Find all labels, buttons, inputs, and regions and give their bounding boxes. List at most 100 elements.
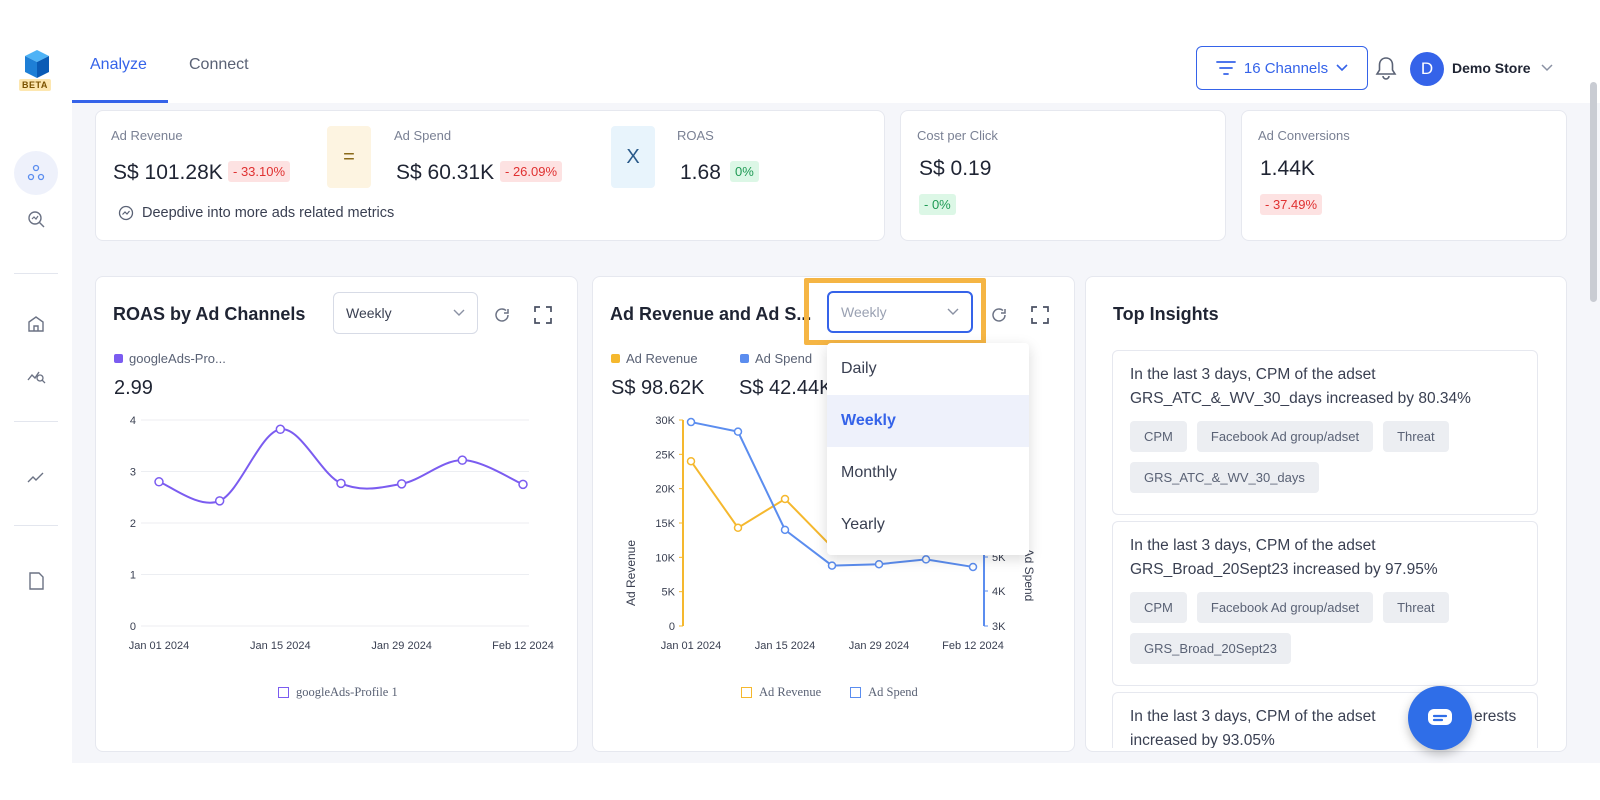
legend-swatch xyxy=(741,687,752,698)
ad-revenue-total: S$ 98.62K xyxy=(611,377,705,399)
roas-legend-label: googleAds-Pro... xyxy=(129,351,226,366)
tag[interactable]: Threat xyxy=(1383,421,1449,452)
y2-tick-label: 4K xyxy=(992,586,1006,598)
insight-card[interactable]: In the last 3 days, CPM of the adset GRS… xyxy=(1112,350,1538,515)
x-tick-label: Jan 15 2024 xyxy=(755,640,816,652)
sidebar-item-overview[interactable] xyxy=(14,151,58,195)
y-tick-label: 25K xyxy=(655,449,675,461)
data-point xyxy=(686,417,696,427)
dropdown-option-yearly[interactable]: Yearly xyxy=(841,516,885,533)
channels-filter-button[interactable]: 16 Channels xyxy=(1196,46,1368,90)
y2-axis-label: Ad Spend xyxy=(1022,549,1036,602)
roas-chart-title: ROAS by Ad Channels xyxy=(113,304,306,324)
y-tick-label: 30K xyxy=(655,415,675,427)
insight-card[interactable]: In the last 3 days, CPM of the adset ere… xyxy=(1112,692,1538,748)
legend-label: Ad Spend xyxy=(755,351,813,366)
roas-chart-card: ROAS by Ad Channels Weekly googleAds-Pro… xyxy=(95,276,578,752)
y-tick-label: 0 xyxy=(130,621,136,633)
tag[interactable]: CPM xyxy=(1130,421,1187,452)
legend-item-ad-spend: Ad Spend xyxy=(740,351,812,366)
y-axis-label: Ad Revenue xyxy=(624,540,638,606)
roas-period-value: Weekly xyxy=(346,305,392,321)
avatar[interactable]: D xyxy=(1410,52,1444,86)
tag[interactable]: Facebook Ad group/adset xyxy=(1196,592,1374,623)
tab-connect[interactable]: Connect xyxy=(189,56,249,73)
store-name[interactable]: Demo Store xyxy=(1452,60,1531,76)
app-logo[interactable] xyxy=(22,48,52,90)
roas-bottom-legend-label: googleAds-Profile 1 xyxy=(296,685,398,699)
equals-symbol: = xyxy=(327,126,371,188)
insights-title: Top Insights xyxy=(1113,304,1219,324)
revenue-line-chart: 0 5K 10K 15K 20K 25K 30K 3K 4K 5K Ad Revenue Ad Spe… xyxy=(624,415,1036,652)
tag[interactable]: Facebook Ad group/adset xyxy=(1196,421,1374,452)
revenue-bottom-legend[interactable]: Ad Revenue Ad Spend xyxy=(741,685,918,700)
x-tick-label: Jan 29 2024 xyxy=(371,640,432,652)
insight-tags: CPM Facebook Ad group/adset Threat GRS_A… xyxy=(1130,421,1520,493)
ad-revenue-value: S$ 101.28K xyxy=(113,161,223,184)
expand-icon[interactable] xyxy=(1030,305,1050,325)
data-point xyxy=(396,479,407,489)
y2-tick-label: 5K xyxy=(992,552,1006,564)
line-chart-icon xyxy=(27,472,44,483)
ads-kpi-card: Ad Revenue S$ 101.28K - 33.10% = Ad Spen… xyxy=(95,110,885,241)
conversions-value: 1.44K xyxy=(1260,157,1315,180)
y-tick-label: 20K xyxy=(655,484,675,496)
cpc-label: Cost per Click xyxy=(917,128,998,143)
legend-swatch xyxy=(850,687,862,698)
sidebar-item-explore[interactable] xyxy=(24,207,48,231)
roas-period-select[interactable]: Weekly xyxy=(333,292,478,334)
insight-card[interactable]: In the last 3 days, CPM of the adset GRS… xyxy=(1112,521,1538,686)
data-point xyxy=(214,496,225,506)
roas-bottom-legend[interactable]: googleAds-Profile 1 xyxy=(278,685,398,700)
tag[interactable]: CPM xyxy=(1130,592,1187,623)
tag[interactable]: Threat xyxy=(1383,592,1449,623)
sidebar-item-trends[interactable] xyxy=(24,363,48,387)
dropdown-option-daily[interactable]: Daily xyxy=(841,360,877,377)
chevron-down-icon xyxy=(1336,64,1348,72)
dropdown-option-weekly[interactable]: Weekly xyxy=(827,395,1029,447)
expand-icon[interactable] xyxy=(533,305,553,325)
y-tick-label: 0 xyxy=(669,621,675,633)
cpc-card: Cost per Click S$ 0.19 - 0% xyxy=(900,110,1226,241)
y-tick-label: 15K xyxy=(655,518,675,530)
tab-analyze[interactable]: Analyze xyxy=(90,56,147,73)
x-tick-label: Jan 01 2024 xyxy=(661,640,722,652)
dropdown-option-monthly[interactable]: Monthly xyxy=(841,464,898,481)
channels-label: 16 Channels xyxy=(1243,59,1329,77)
roas-line-chart: 0 1 2 3 4 Jan 01 2024 Jan 15 2024 Jan 29 2024 Fe… xyxy=(129,415,554,652)
focus-highlight xyxy=(804,278,986,345)
sidebar-item-reports[interactable] xyxy=(24,569,48,593)
tag[interactable]: GRS_ATC_&_WV_30_days xyxy=(1130,462,1319,493)
ad-spend-value: S$ 60.31K xyxy=(396,161,495,184)
chat-launcher-button[interactable] xyxy=(1408,686,1472,750)
legend-swatch xyxy=(278,687,289,698)
refresh-icon[interactable] xyxy=(492,305,512,325)
sidebar-item-analytics[interactable] xyxy=(24,465,48,489)
refresh-icon[interactable] xyxy=(989,305,1009,325)
bell-icon[interactable] xyxy=(1375,56,1397,80)
y-tick-label: 5K xyxy=(662,587,676,599)
ad-spend-label: Ad Spend xyxy=(394,128,452,143)
insight-text-tail: erests xyxy=(1474,708,1517,725)
insight-tags: CPM Facebook Ad group/adset Threat GRS_B… xyxy=(1130,592,1520,664)
y-tick-label: 4 xyxy=(130,415,136,427)
tag[interactable]: GRS_Broad_20Sept23 xyxy=(1130,633,1291,664)
page-scrollbar[interactable] xyxy=(1590,82,1597,302)
conversions-change: - 37.49% xyxy=(1260,194,1323,215)
roas-legend-item: googleAds-Pro... xyxy=(114,351,226,366)
chevron-down-icon[interactable] xyxy=(1540,60,1554,74)
y-tick-label: 10K xyxy=(655,552,675,564)
data-point xyxy=(686,456,696,466)
legend-label: Ad Revenue xyxy=(626,351,698,366)
data-point xyxy=(154,477,164,487)
trend-search-icon xyxy=(27,371,46,384)
revenue-period-select[interactable]: Weekly xyxy=(827,291,973,333)
sidebar-item-store[interactable] xyxy=(24,312,48,336)
legend-swatch xyxy=(611,354,620,363)
x-tick-label: Feb 12 2024 xyxy=(942,640,1004,652)
sidebar xyxy=(0,103,72,800)
x-tick-label: Feb 12 2024 xyxy=(492,640,554,652)
deepdive-link[interactable]: Deepdive into more ads related metrics xyxy=(118,205,394,221)
y-tick-label: 3 xyxy=(130,467,136,479)
data-point xyxy=(336,478,346,489)
